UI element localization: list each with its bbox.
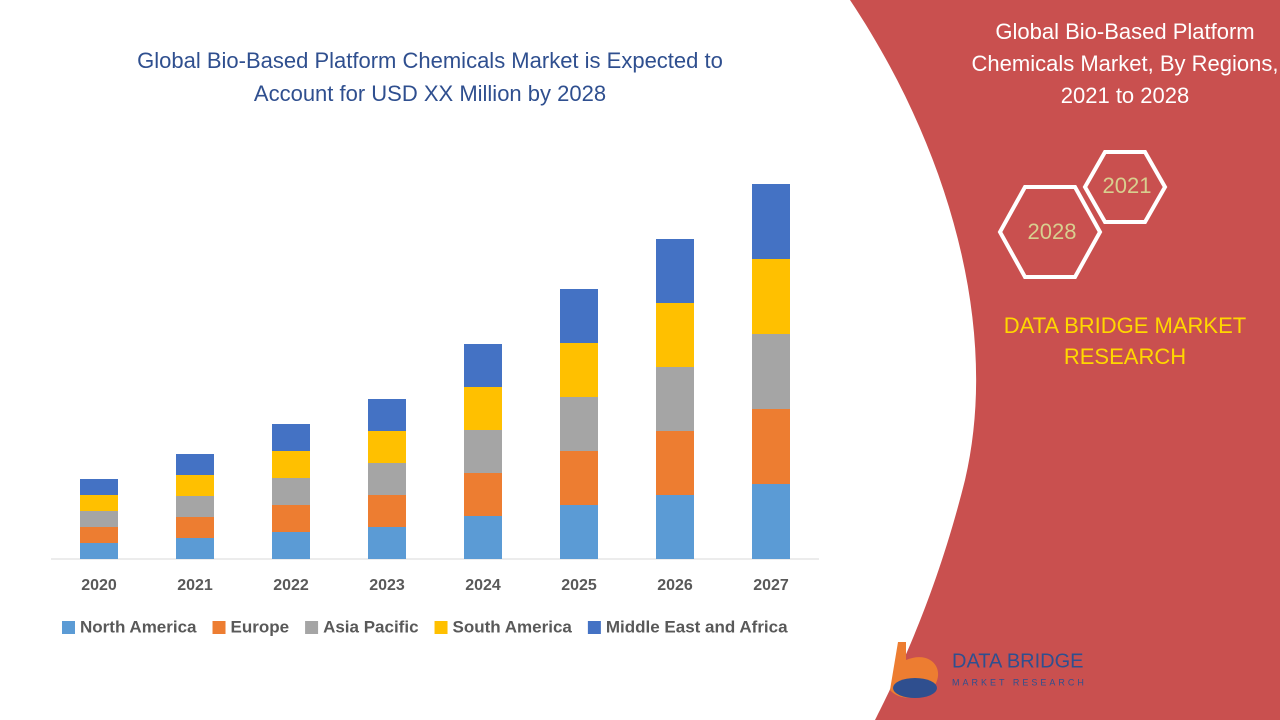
bar-segment: [80, 479, 118, 495]
bar-segment: [560, 343, 598, 397]
badge-text: 2021: [1103, 173, 1152, 198]
legend-label: Asia Pacific: [323, 617, 418, 636]
bar-segment: [560, 289, 598, 343]
legend-swatch: [587, 621, 601, 634]
bar-segment: [656, 303, 694, 367]
side-panel-bg: [850, 0, 1280, 720]
legend-swatch: [62, 621, 75, 634]
bar-segment: [656, 495, 694, 559]
bar-segment: [368, 495, 406, 527]
bar-segment: [752, 484, 790, 559]
bar-segment: [176, 454, 214, 475]
bar-segment: [752, 409, 790, 484]
bar-segment: [176, 496, 214, 517]
x-tick-label: 2021: [177, 577, 213, 594]
legend-label: Europe: [231, 617, 290, 636]
bar-segment: [176, 538, 214, 559]
bar-segment: [272, 505, 310, 532]
bar-segment: [656, 431, 694, 495]
legend-swatch: [434, 621, 448, 634]
legend-label: North America: [80, 617, 197, 636]
panel-title: Global Bio-Based Platform Chemicals Mark…: [971, 19, 1279, 108]
x-tick-label: 2023: [369, 577, 405, 594]
bar-segment: [464, 473, 502, 516]
logo-name: DATA BRIDGE: [952, 650, 1084, 672]
bar-segment: [464, 387, 502, 430]
legend-label: Middle East and Africa: [606, 617, 788, 636]
bar-segment: [368, 463, 406, 495]
bar-segment: [752, 184, 790, 259]
bar-segment: [464, 344, 502, 387]
bar-segment: [272, 424, 310, 451]
x-tick-label: 2027: [753, 577, 789, 594]
x-tick-label: 2020: [81, 577, 117, 594]
bar-segment: [656, 239, 694, 303]
bar-segment: [752, 259, 790, 334]
bar-segment: [368, 399, 406, 431]
brand-text: DATA BRIDGE MARKET RESEARCH: [1003, 313, 1247, 369]
x-tick-label: 2025: [561, 577, 597, 594]
plot: 2020 2021 2022 2023 2024 2025 2026 2027 North Am…: [51, 184, 819, 636]
badge-text: 2028: [1028, 219, 1077, 244]
badge-hex: [1082, 150, 1168, 224]
bar-segment: [656, 367, 694, 431]
bar-segment: [272, 532, 310, 559]
x-tick-label: 2022: [273, 577, 309, 594]
legend-swatch: [212, 621, 226, 634]
bar-segment: [560, 451, 598, 505]
bar-segment: [560, 397, 598, 451]
logo-tagline: MARKET RESEARCH: [952, 677, 1087, 687]
bar-segment: [464, 430, 502, 473]
bar-segment: [464, 516, 502, 559]
legend-swatch: [305, 621, 319, 634]
chart-title: Global Bio-Based Platform Chemicals Mark…: [137, 48, 723, 106]
x-tick-label: 2024: [465, 577, 501, 594]
bar-segment: [368, 527, 406, 559]
bar-segment: [272, 478, 310, 505]
bar-segment: [176, 517, 214, 538]
bar-segment: [80, 543, 118, 559]
bar-segment: [272, 451, 310, 478]
bar-segment: [176, 475, 214, 496]
x-tick-label: 2026: [657, 577, 693, 594]
bar-segment: [80, 511, 118, 527]
badge-hex: [997, 185, 1103, 279]
bar-segment: [80, 495, 118, 511]
bar-segment: [368, 431, 406, 463]
legend-label: South America: [453, 617, 573, 636]
bar-segment: [560, 505, 598, 559]
bar-segment: [80, 527, 118, 543]
bar-segment: [752, 334, 790, 409]
logo-icon: [893, 678, 937, 698]
